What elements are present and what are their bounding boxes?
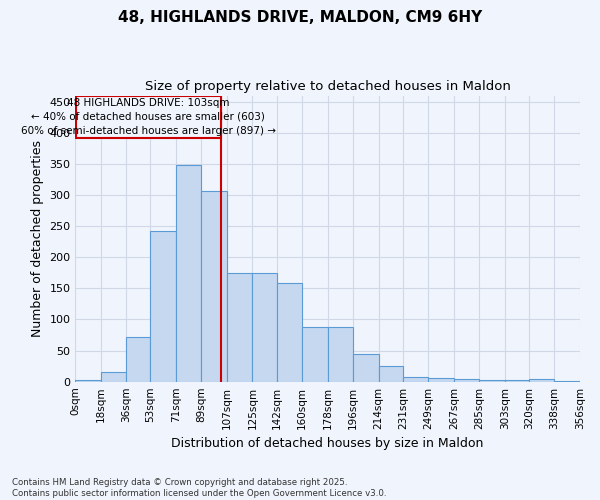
Y-axis label: Number of detached properties: Number of detached properties [31,140,44,337]
Bar [505,380,529,382]
Bar [151,230,176,382]
Bar [554,381,580,382]
Text: Contains HM Land Registry data © Crown copyright and database right 2025.
Contai: Contains HM Land Registry data © Crown c… [12,478,386,498]
Bar [176,165,202,382]
Text: 48 HIGHLANDS DRIVE: 103sqm
← 40% of detached houses are smaller (603)
60% of sem: 48 HIGHLANDS DRIVE: 103sqm ← 40% of deta… [21,98,276,136]
Bar [101,372,126,382]
Bar [403,376,428,382]
Bar [479,380,505,382]
Bar [428,378,454,382]
Bar [454,378,479,382]
Bar [302,327,328,382]
Bar [277,284,302,382]
Bar [76,96,221,138]
Bar [529,378,554,382]
X-axis label: Distribution of detached houses by size in Maldon: Distribution of detached houses by size … [172,437,484,450]
Title: Size of property relative to detached houses in Maldon: Size of property relative to detached ho… [145,80,511,93]
Bar [353,354,379,382]
Bar [253,273,277,382]
Bar [379,366,403,382]
Bar [227,273,253,382]
Bar [126,337,151,382]
Bar [202,190,227,382]
Text: 48, HIGHLANDS DRIVE, MALDON, CM9 6HY: 48, HIGHLANDS DRIVE, MALDON, CM9 6HY [118,10,482,25]
Bar [328,327,353,382]
Bar [75,380,101,382]
